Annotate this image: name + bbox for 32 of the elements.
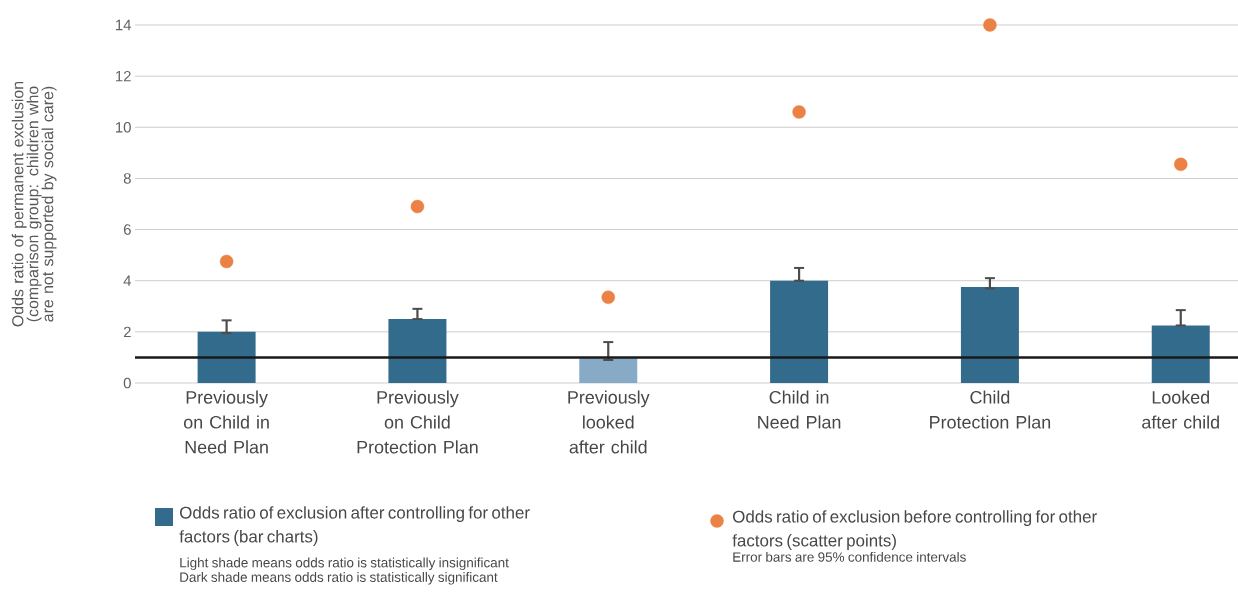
x-tick-label: Looked after child xyxy=(1142,390,1219,429)
x-tick-label: Child Protection Plan xyxy=(930,390,1051,429)
y-tick-label: 4 xyxy=(123,275,132,286)
x-tick-label: Previously on Child in Need Plan xyxy=(183,390,269,454)
y-tick-label: 10 xyxy=(116,121,131,133)
x-tick-label: Previously looked after child xyxy=(568,390,650,454)
bar xyxy=(770,280,829,383)
text: Error bars are 95% confidence intervals xyxy=(733,551,966,562)
point xyxy=(792,105,806,119)
bar xyxy=(388,319,447,383)
x-tick-label: Previously on Child Protection Plan xyxy=(357,390,478,454)
point xyxy=(410,199,425,214)
legend-label: Odds ratio of exclusion before controlling for other factors (scatter points) xyxy=(732,510,1097,550)
text: Dark shade means odds ratio is statistically significant xyxy=(180,572,498,585)
point xyxy=(983,18,997,32)
bar xyxy=(960,287,1019,383)
bar xyxy=(197,331,256,383)
y-tick-label: 8 xyxy=(123,173,131,184)
y-tick-label: 0 xyxy=(123,377,131,389)
point xyxy=(219,254,234,269)
text: Light shade means odds ratio is statistically insignificant xyxy=(180,557,509,571)
y-tick-label: 2 xyxy=(123,326,131,338)
bar xyxy=(579,357,638,383)
y-axis-title: Odds ratio of permanent exclusion (comparison group: children who are not supported by social care) xyxy=(11,81,57,327)
y-tick-label: 14 xyxy=(116,19,132,31)
bar xyxy=(1151,325,1210,383)
y-tick-label: 6 xyxy=(123,224,131,235)
y-tick-label: 12 xyxy=(116,70,131,82)
legend-label: Odds ratio of exclusion after controlling for other factors (bar charts) xyxy=(179,506,530,546)
point xyxy=(1174,157,1188,172)
point xyxy=(601,290,615,305)
x-tick-label: Child in Need Plan xyxy=(758,390,841,429)
